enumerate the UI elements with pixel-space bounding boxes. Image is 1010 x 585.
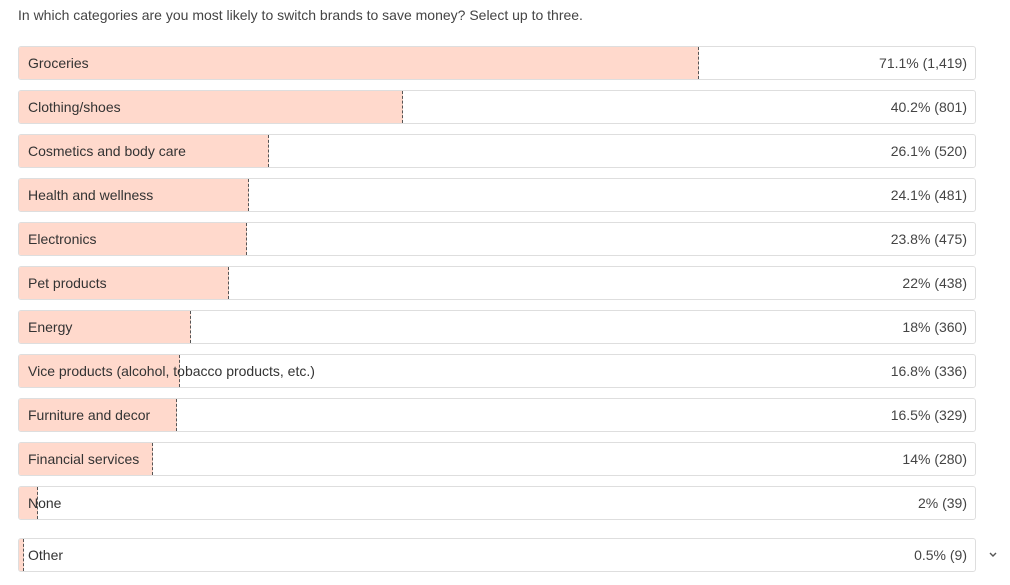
bar <box>19 443 153 475</box>
category-label: Energy <box>28 319 73 335</box>
value-label: 18% (360) <box>902 319 967 335</box>
answer-row: Financial services 14% (280) <box>18 442 976 476</box>
bar <box>19 355 180 387</box>
question-title: In which categories are you most likely … <box>18 7 583 23</box>
category-label: Financial services <box>28 451 140 467</box>
category-label: None <box>28 495 62 511</box>
answer-row: None 2% (39) <box>18 486 976 520</box>
category-label: Electronics <box>28 231 97 247</box>
category-label: Other <box>28 547 64 563</box>
category-label: Vice products (alcohol, tobacco products… <box>28 363 315 379</box>
bar <box>19 223 247 255</box>
bar <box>19 487 39 519</box>
bar <box>19 311 192 343</box>
bar <box>19 135 269 167</box>
answer-row: Electronics 23.8% (475) <box>18 222 976 256</box>
bar <box>19 399 177 431</box>
value-label: 24.1% (481) <box>890 187 967 203</box>
value-label: 16.5% (329) <box>890 407 967 423</box>
answer-row: Vice products (alcohol, tobacco products… <box>18 354 976 388</box>
bar <box>19 47 699 79</box>
category-label: Health and wellness <box>28 187 154 203</box>
answer-row: Other 0.5% (9) <box>18 538 976 572</box>
category-label: Pet products <box>28 275 107 291</box>
value-label: 71.1% (1,419) <box>879 55 967 71</box>
value-label: 2% (39) <box>917 495 967 511</box>
answer-row: Health and wellness 24.1% (481) <box>18 178 976 212</box>
expand-icon[interactable] <box>988 549 998 561</box>
bar <box>19 539 24 571</box>
value-label: 0.5% (9) <box>914 547 967 563</box>
answer-row: Energy 18% (360) <box>18 310 976 344</box>
value-label: 16.8% (336) <box>890 363 967 379</box>
bar <box>19 179 250 211</box>
category-label: Furniture and decor <box>28 407 151 423</box>
bar <box>19 91 404 123</box>
answer-row: Clothing/shoes 40.2% (801) <box>18 90 976 124</box>
answer-row: Furniture and decor 16.5% (329) <box>18 398 976 432</box>
category-label: Clothing/shoes <box>28 99 121 115</box>
value-label: 23.8% (475) <box>890 231 967 247</box>
answer-row: Cosmetics and body care 26.1% (520) <box>18 134 976 168</box>
bar <box>19 267 230 299</box>
category-label: Groceries <box>28 55 89 71</box>
value-label: 40.2% (801) <box>890 99 967 115</box>
answer-row: Groceries 71.1% (1,419) <box>18 46 976 80</box>
answer-row: Pet products 22% (438) <box>18 266 976 300</box>
value-label: 22% (438) <box>902 275 967 291</box>
value-label: 26.1% (520) <box>890 143 967 159</box>
value-label: 14% (280) <box>902 451 967 467</box>
category-label: Cosmetics and body care <box>28 143 186 159</box>
